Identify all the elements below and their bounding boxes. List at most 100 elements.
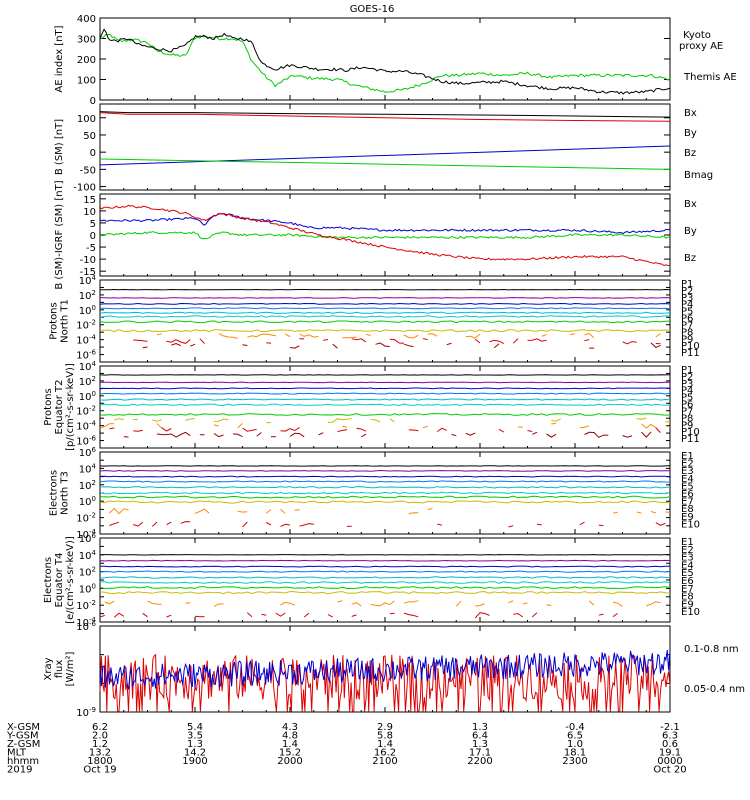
legend-label: Kyoto — [683, 30, 711, 41]
row-value: 4.8 — [282, 731, 298, 742]
legend-label: E7 — [681, 584, 694, 595]
series-line-p8 — [114, 417, 671, 424]
row-value: 15.2 — [279, 748, 301, 759]
y-axis-label: [p/(cm²-s-sr-keV)] — [65, 363, 76, 451]
legend-label: E3 — [681, 466, 694, 477]
legend-label: E10 — [681, 519, 700, 530]
row-value: 14.2 — [184, 748, 206, 759]
panel-frame — [99, 17, 671, 101]
series-line-p7 — [99, 320, 670, 324]
series-line-p10 — [110, 428, 671, 433]
y-tick-label: 100 — [79, 495, 96, 508]
series-line-p4 — [100, 307, 671, 310]
series-line-e7 — [99, 586, 671, 590]
row-value: -2.1 — [660, 722, 680, 733]
series-line-e6 — [99, 491, 671, 495]
y-tick-label: -5 — [86, 243, 96, 254]
legend-label: P3 — [681, 293, 693, 304]
y-tick-label: 10-6 — [76, 435, 96, 448]
y-axis-label: Protons — [43, 388, 54, 425]
time-axis-table: X-GSM 6.2 5.4 4.3 2.9 1.3 -0.4 -2.1 Y-GSM 2.0 3.5 4… — [6, 722, 687, 776]
row-value: 0000 — [657, 756, 682, 767]
legend-label: By — [684, 128, 697, 139]
legend-label: E2 — [681, 459, 694, 470]
legend-label: E5 — [681, 481, 694, 492]
y-tick-label: 200 — [77, 55, 96, 66]
row-value: 18.1 — [564, 748, 586, 759]
y-tick-label: 104 — [79, 274, 97, 287]
legend-label: Bx — [684, 199, 697, 210]
series-line-p3 — [99, 302, 671, 305]
y-tick-label: 10-4 — [76, 420, 96, 433]
series-line-e10 — [100, 613, 665, 618]
y-axis-label: Electrons — [43, 557, 54, 603]
series-line-bx — [99, 145, 671, 166]
legend-label: P8 — [681, 413, 693, 424]
series-line-p9 — [99, 422, 671, 429]
legend-label: 0.05-0.4 nm — [684, 684, 745, 695]
legend-label: proxy AE — [679, 41, 723, 52]
series-line-p8 — [99, 329, 671, 333]
legend-label: P1 — [681, 279, 693, 290]
series-line-p9 — [157, 334, 670, 339]
legend-label: 0.1-0.8 nm — [684, 644, 739, 655]
legend-label: P8 — [681, 327, 693, 338]
y-tick-label: -10 — [80, 255, 96, 266]
y-axis-label: Equator T2 — [54, 380, 65, 435]
series-line-themis-ae — [99, 28, 671, 95]
legend-label: E7 — [681, 497, 694, 508]
legend-label: P6 — [681, 314, 693, 325]
legend-label: E10 — [681, 607, 700, 618]
series-line-p2 — [100, 381, 670, 384]
y-axis-label: Equator T4 — [54, 553, 65, 608]
y-tick-label: 10-2 — [76, 599, 96, 612]
legend-label: P5 — [681, 393, 693, 404]
y-axis-label: North T1 — [60, 299, 71, 343]
row-label: Y-GSM — [6, 731, 39, 742]
panel-e2: Electrons Equator T4 [e/(cm²-s-sr-keV)] 10-… — [43, 532, 700, 629]
row-value: 2100 — [372, 756, 397, 767]
row-label: 2019 — [7, 765, 32, 776]
y-tick-label: 10-2 — [76, 319, 96, 332]
legend-label: E4 — [681, 474, 694, 485]
chart-title: GOES-16 — [350, 4, 395, 15]
legend-label: E1 — [681, 537, 694, 548]
row-value: -0.4 — [565, 722, 585, 733]
legend-label: E8 — [681, 592, 694, 603]
series-line-p5 — [99, 398, 671, 401]
series-line-e9 — [109, 507, 671, 515]
y-tick-label: 100 — [79, 390, 96, 403]
legend-label: E5 — [681, 568, 694, 579]
series-line-kyoto-proxy-ae — [99, 33, 671, 93]
series-line-e2 — [99, 559, 671, 562]
panel-frame — [99, 625, 671, 713]
panel-frame — [99, 103, 671, 191]
row-value: 1900 — [182, 756, 207, 767]
row-value: 1.4 — [282, 739, 298, 750]
series-line-bmag — [99, 111, 671, 118]
legend-label: E6 — [681, 576, 694, 587]
row-value: 0.6 — [662, 739, 678, 750]
legend-label: Bx — [684, 108, 697, 119]
y-tick-label: 106 — [79, 532, 97, 545]
row-value: 1.3 — [472, 739, 488, 750]
y-tick-label: 102 — [79, 289, 96, 302]
panel-xray: Xray flux [W/m²] 10-9 10-6 0.1-0.8 nm 0.05-0.4… — [43, 620, 745, 719]
legend-label: P2 — [681, 286, 693, 297]
y-tick-label: 400 — [77, 14, 96, 25]
y-tick-label: -15 — [80, 267, 96, 278]
y-tick-label: 104 — [79, 360, 97, 373]
y-tick-label: 100 — [79, 582, 96, 595]
series-line-p11 — [143, 343, 670, 348]
series-line-p6 — [99, 403, 671, 407]
legend-label: Bz — [684, 253, 696, 264]
row-value: 5.8 — [377, 731, 393, 742]
panel-frame — [99, 537, 671, 623]
y-tick-label: 106 — [79, 446, 97, 459]
row-value: 1.3 — [472, 722, 488, 733]
legend-label: P4 — [681, 300, 693, 311]
y-tick-label: 102 — [79, 479, 96, 492]
y-tick-label: 100 — [77, 114, 96, 125]
row-value: 1.3 — [187, 739, 203, 750]
